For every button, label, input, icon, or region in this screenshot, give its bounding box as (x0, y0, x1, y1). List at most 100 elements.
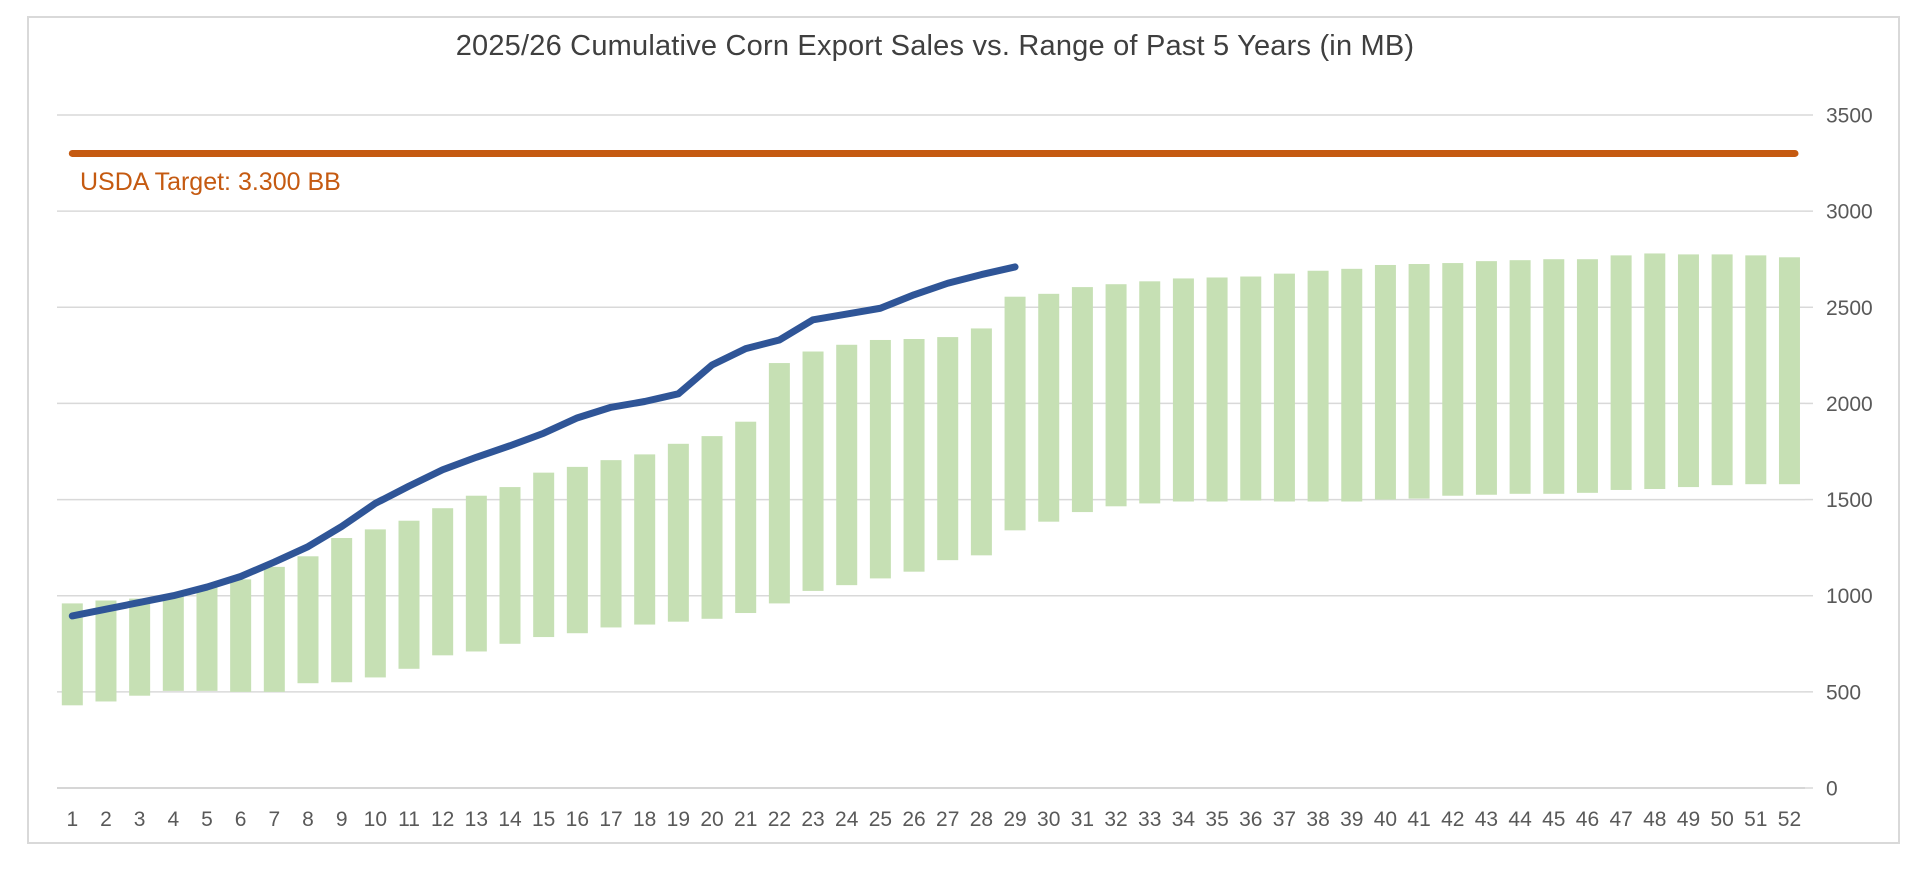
x-axis-label: 40 (1374, 808, 1397, 831)
range-bar (364, 529, 386, 678)
range-bar (970, 328, 992, 556)
x-axis-label: 39 (1340, 808, 1363, 831)
range-bar (634, 454, 656, 625)
range-bar (230, 579, 252, 692)
x-axis-label: 43 (1475, 808, 1498, 831)
range-bar (1408, 264, 1430, 499)
range-bar (1475, 261, 1497, 495)
x-axis-label: 38 (1306, 808, 1329, 831)
x-axis-label: 8 (302, 808, 314, 831)
x-axis-label: 31 (1071, 808, 1094, 831)
range-bar (61, 603, 83, 706)
x-axis-label: 37 (1273, 808, 1296, 831)
range-bar (1374, 264, 1396, 500)
y-axis-label: 3500 (1826, 104, 1873, 127)
range-bar (802, 351, 824, 591)
range-bar (465, 495, 487, 652)
range-bar (297, 556, 319, 684)
y-axis-label: 1500 (1826, 489, 1873, 512)
range-bar (432, 508, 454, 656)
x-axis-label: 11 (398, 808, 420, 831)
range-bar (1038, 293, 1060, 522)
x-axis-label: 19 (667, 808, 690, 831)
range-bar (1105, 284, 1127, 507)
x-axis-label: 10 (364, 808, 387, 831)
range-bar (533, 472, 555, 638)
range-bar (1778, 257, 1800, 485)
x-axis-label: 50 (1710, 808, 1733, 831)
range-bar (1273, 273, 1295, 502)
x-axis-label: 6 (235, 808, 247, 831)
range-bar (1240, 276, 1262, 501)
range-bar (162, 594, 184, 691)
x-axis-label: 22 (768, 808, 791, 831)
x-axis-label: 4 (167, 808, 179, 831)
x-axis-label: 44 (1508, 808, 1532, 831)
range-bar (735, 421, 757, 614)
range-bar (263, 566, 285, 692)
range-bar (1677, 254, 1699, 488)
x-axis-label: 17 (599, 808, 622, 831)
x-axis-label: 41 (1407, 808, 1430, 831)
x-axis-label: 47 (1609, 808, 1632, 831)
range-bar (129, 598, 151, 696)
x-axis-label: 3 (134, 808, 146, 831)
x-axis-label: 20 (700, 808, 723, 831)
range-bar (1307, 270, 1329, 502)
x-axis-label: 29 (1003, 808, 1026, 831)
range-bar (768, 363, 790, 604)
x-axis-label: 14 (498, 808, 522, 831)
x-axis-label: 7 (268, 808, 280, 831)
range-bar (1139, 281, 1161, 504)
range-bar (1543, 259, 1565, 494)
x-axis-label: 13 (465, 808, 488, 831)
x-axis-label: 5 (201, 808, 213, 831)
range-bar (1711, 254, 1733, 486)
x-axis-label: 28 (970, 808, 993, 831)
x-axis-label: 1 (66, 808, 78, 831)
range-bar (701, 436, 723, 619)
x-axis-label: 30 (1037, 808, 1060, 831)
range-bar (95, 600, 117, 702)
x-axis-label: 26 (902, 808, 925, 831)
x-axis-label: 24 (835, 808, 859, 831)
range-bar (903, 339, 925, 572)
range-bar (1071, 287, 1093, 513)
range-bar (1745, 255, 1767, 485)
range-bar (1341, 268, 1363, 502)
x-axis-label: 33 (1138, 808, 1161, 831)
x-axis-label: 18 (633, 808, 656, 831)
y-axis-label: 1000 (1826, 585, 1873, 608)
x-axis-label: 16 (566, 808, 589, 831)
range-bar (937, 337, 959, 561)
range-bar (196, 587, 218, 691)
x-axis-label: 23 (801, 808, 824, 831)
x-axis-label: 52 (1778, 808, 1801, 831)
x-axis-label: 51 (1744, 808, 1767, 831)
x-axis-label: 9 (336, 808, 348, 831)
range-bar (667, 443, 689, 622)
x-axis-label: 2 (100, 808, 112, 831)
x-axis-label: 46 (1576, 808, 1599, 831)
range-bar (1206, 277, 1228, 502)
x-axis-label: 45 (1542, 808, 1565, 831)
x-axis-label: 25 (869, 808, 892, 831)
x-axis-label: 36 (1239, 808, 1262, 831)
current-year-line (68, 263, 1019, 620)
range-bar (1509, 260, 1531, 494)
y-axis-label: 2500 (1826, 297, 1873, 320)
range-bar (1172, 278, 1194, 502)
x-axis-label: 12 (431, 808, 454, 831)
y-axis-label: 3000 (1826, 201, 1873, 224)
range-bar (331, 538, 353, 683)
y-axis-label: 500 (1826, 681, 1861, 704)
x-axis-label: 27 (936, 808, 959, 831)
range-bar (1644, 253, 1666, 489)
x-axis-label: 42 (1441, 808, 1464, 831)
range-bar (1004, 296, 1026, 531)
x-axis-label: 21 (734, 808, 757, 831)
range-bar (398, 520, 420, 669)
range-bar (566, 466, 588, 634)
